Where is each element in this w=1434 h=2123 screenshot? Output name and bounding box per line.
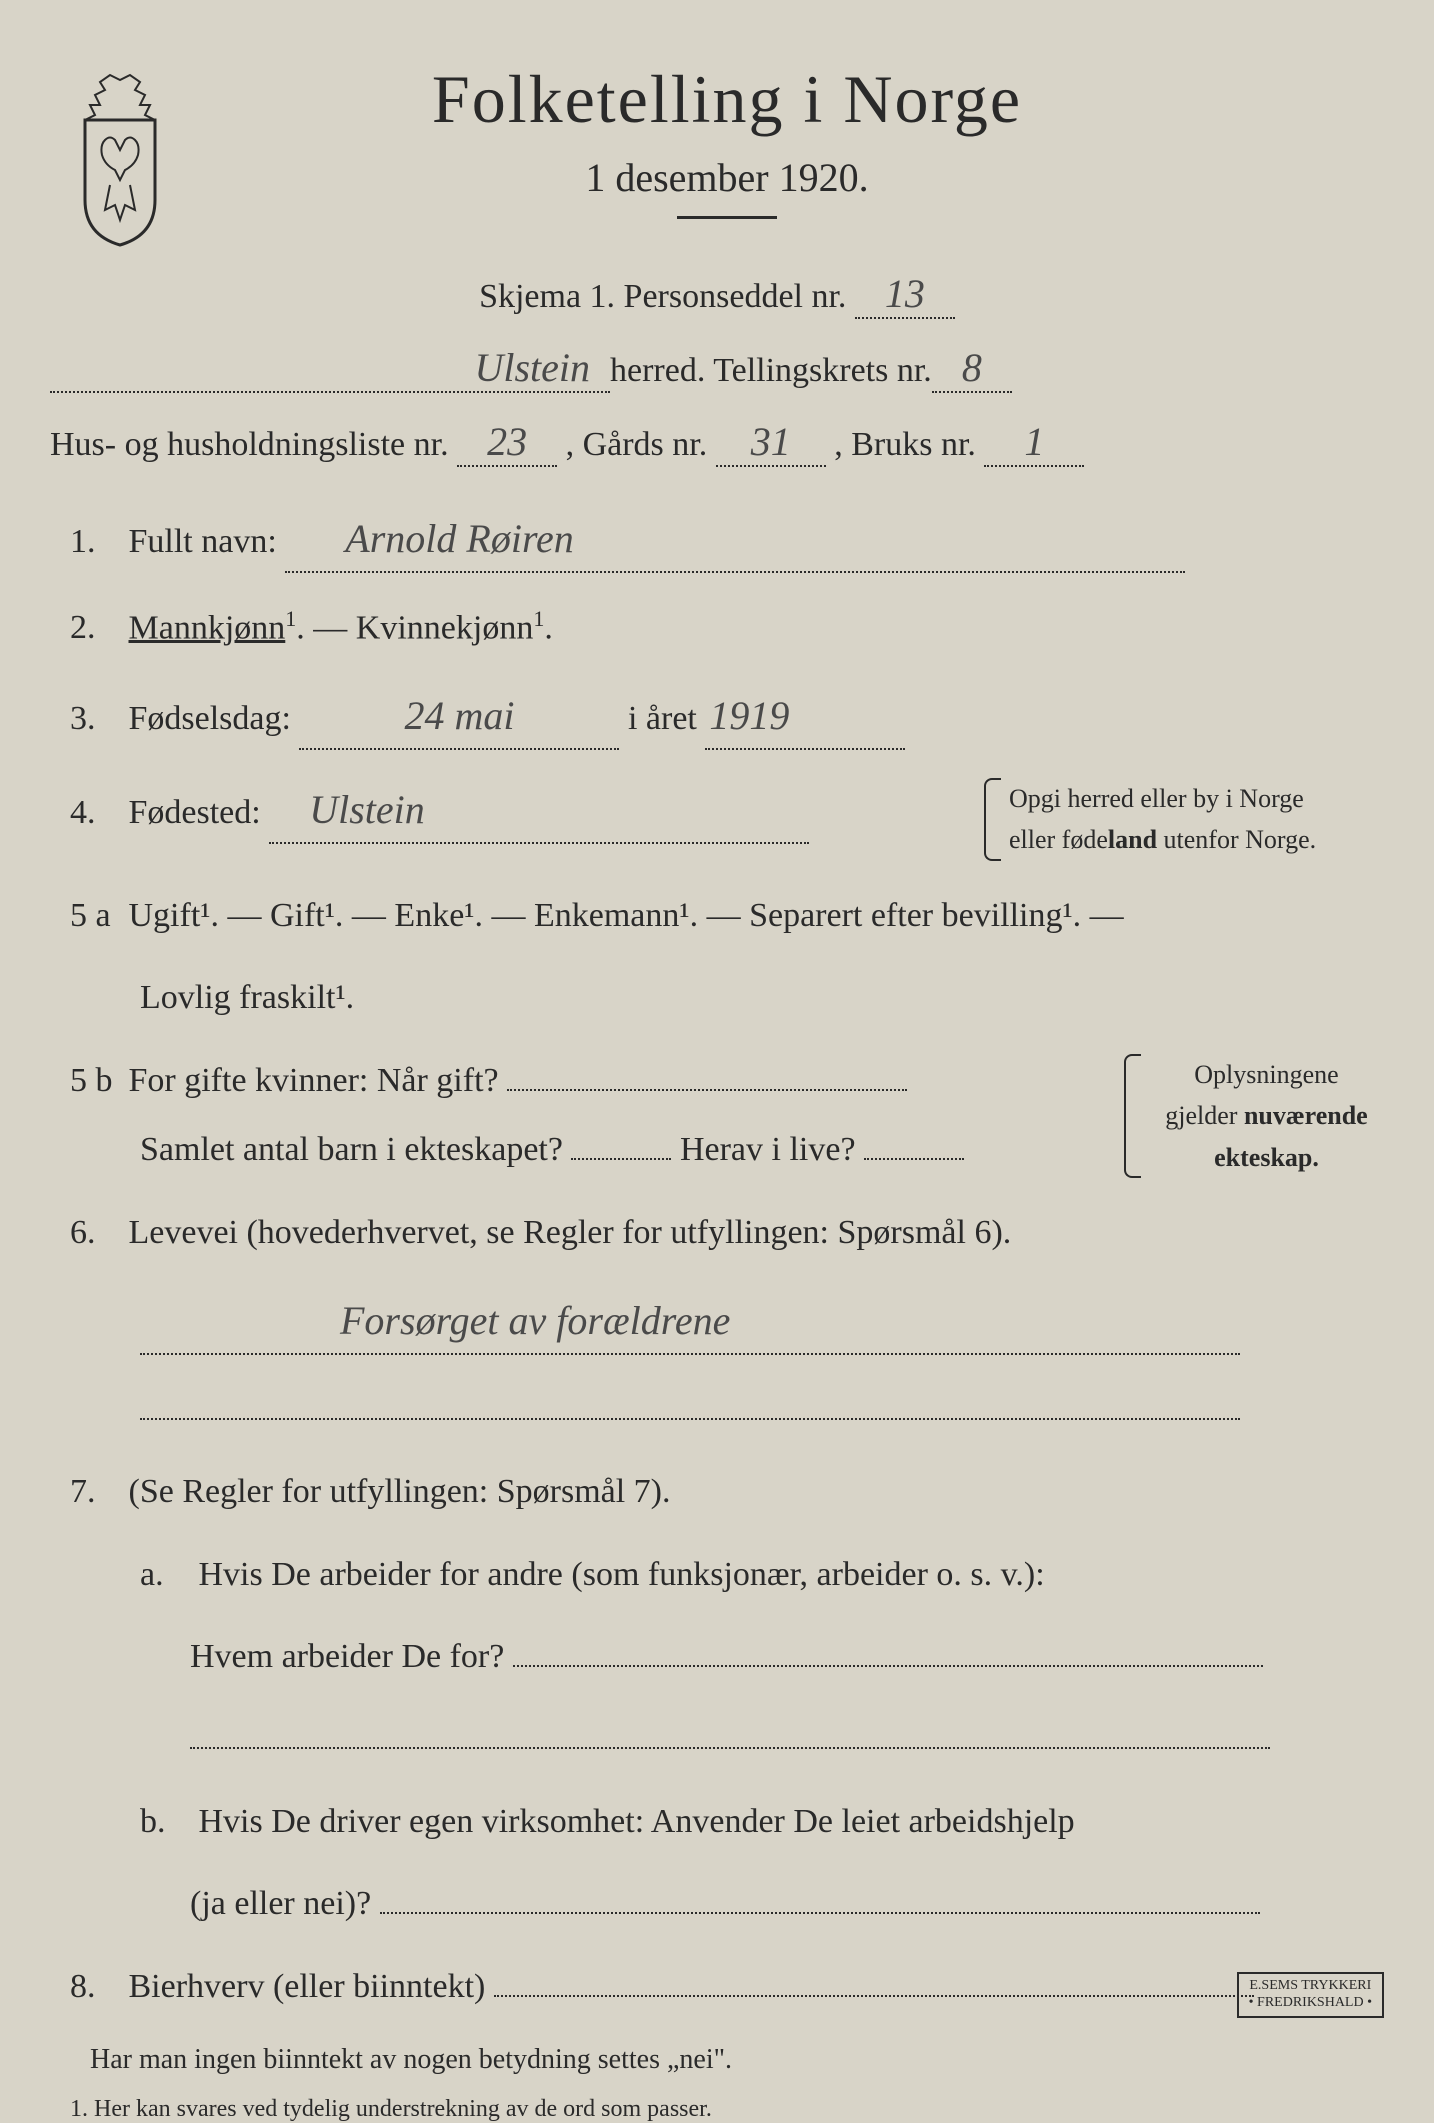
- q4-note2c: utenfor Norge.: [1157, 825, 1316, 854]
- krets-value: 8: [932, 344, 1012, 393]
- q7b-text2: (ja eller nei)?: [190, 1885, 371, 1922]
- q7-num: 7.: [50, 1465, 120, 1519]
- skjema-line: Skjema 1. Personseddel nr. 13: [50, 270, 1384, 319]
- title-underline: [677, 216, 777, 219]
- q4-note: Opgi herred eller by i Norge eller fødel…: [984, 778, 1384, 861]
- q5a-line: 5 a Ugift¹. — Gift¹. — Enke¹. — Enkemann…: [50, 889, 1384, 943]
- footer-tiny: 1. Her kan svares ved tydelig understrek…: [50, 2096, 1384, 2123]
- q3-year: 1919: [705, 684, 905, 750]
- q2-num: 2.: [50, 601, 120, 655]
- herred-name: Ulstein: [50, 344, 610, 393]
- q2-opt1: Mannkjønn: [129, 609, 286, 646]
- q3-label2: i året: [628, 700, 697, 737]
- q5b-note: Oplysningene gjelder nuværende ekteskap.: [1124, 1054, 1384, 1179]
- skjema-label: Skjema 1. Personseddel nr.: [479, 278, 846, 315]
- q5a-text: Ugift¹. — Gift¹. — Enke¹. — Enkemann¹. —…: [129, 897, 1124, 934]
- q6-label: Levevei (hovederhvervet, se Regler for u…: [129, 1214, 1012, 1251]
- q6-value-line: Forsørget av forældrene: [50, 1289, 1384, 1355]
- q4-note1: Opgi herred eller by i Norge: [1009, 778, 1384, 820]
- q2-line: 2. Mannkjønn1. — Kvinnekjønn1.: [50, 601, 1384, 656]
- q5b-note1: Oplysningene: [1149, 1054, 1384, 1096]
- hus-line: Hus- og husholdningsliste nr. 23 , Gårds…: [50, 418, 1384, 467]
- q8-num: 8.: [50, 1960, 120, 2014]
- q7a-text: Hvis De arbeider for andre (som funksjon…: [199, 1556, 1045, 1593]
- q1-value: Arnold Røiren: [285, 507, 1185, 573]
- q2-opt2: Kvinnekjønn: [356, 609, 534, 646]
- q7b-num: b.: [140, 1795, 190, 1849]
- personseddel-value: 13: [855, 270, 955, 319]
- q3-num: 3.: [50, 692, 120, 746]
- q7-label: (Se Regler for utfyllingen: Spørsmål 7).: [129, 1473, 671, 1510]
- q5b-blank3: [864, 1158, 964, 1160]
- hus-label3: , Bruks nr.: [834, 426, 976, 463]
- q5b-label3: Herav i live?: [680, 1131, 856, 1168]
- q5b-num: 5 b: [50, 1054, 120, 1108]
- q7b-line: b. Hvis De driver egen virksomhet: Anven…: [50, 1795, 1384, 1849]
- norwegian-crest-icon: [50, 70, 190, 250]
- title-block: Folketelling i Norge 1 desember 1920.: [210, 60, 1384, 249]
- q6-blank: [140, 1418, 1240, 1420]
- herred-line: Ulstein herred. Tellingskrets nr. 8: [50, 344, 1384, 393]
- main-title: Folketelling i Norge: [210, 60, 1244, 139]
- printer-stamp: E.SEMS TRYKKERI • FREDRIKSHALD •: [1237, 1972, 1384, 2018]
- header-section: Folketelling i Norge 1 desember 1920.: [50, 60, 1384, 250]
- stamp-line1: E.SEMS TRYKKERI: [1249, 1978, 1372, 1995]
- hus-val1: 23: [457, 418, 557, 467]
- q7a-blank: [513, 1665, 1263, 1667]
- q7-line: 7. (Se Regler for utfyllingen: Spørsmål …: [50, 1465, 1384, 1519]
- hus-val2: 31: [716, 418, 826, 467]
- q8-label: Bierhverv (eller biinntekt): [129, 1968, 486, 2005]
- q6-value: Forsørget av forældrene: [140, 1289, 1240, 1355]
- q4-label: Fødested:: [129, 794, 261, 831]
- q5b-blank1: [507, 1089, 907, 1091]
- q7a-line: a. Hvis De arbeider for andre (som funks…: [50, 1548, 1384, 1602]
- q7a-blank2: [190, 1747, 1270, 1749]
- q7b-line2: (ja eller nei)?: [50, 1877, 1384, 1931]
- q5b-label1: For gifte kvinner: Når gift?: [129, 1062, 499, 1099]
- q7b-text: Hvis De driver egen virksomhet: Anvender…: [199, 1803, 1075, 1840]
- hus-label1: Hus- og husholdningsliste nr.: [50, 426, 449, 463]
- q6-blank-line: [50, 1383, 1384, 1437]
- q6-num: 6.: [50, 1206, 120, 1260]
- q2-sep: . —: [296, 609, 347, 646]
- q1-num: 1.: [50, 515, 120, 569]
- q7a-line2: Hvem arbeider De for?: [50, 1630, 1384, 1684]
- q3-value: 24 mai: [299, 684, 619, 750]
- q4-value: Ulstein: [269, 778, 809, 844]
- hus-val3: 1: [984, 418, 1084, 467]
- q5b-label2: Samlet antal barn i ekteskapet?: [140, 1131, 563, 1168]
- q2-end: .: [544, 609, 553, 646]
- q1-line: 1. Fullt navn: Arnold Røiren: [50, 507, 1384, 573]
- hus-label2: , Gårds nr.: [566, 426, 708, 463]
- q5a-line2: Lovlig fraskilt¹.: [50, 971, 1384, 1025]
- q4-num: 4.: [50, 786, 120, 840]
- q1-label: Fullt navn:: [129, 523, 277, 560]
- q4-note2: eller føde: [1009, 825, 1108, 854]
- subtitle: 1 desember 1920.: [210, 154, 1244, 201]
- q6-line: 6. Levevei (hovederhvervet, se Regler fo…: [50, 1206, 1384, 1260]
- q3-line: 3. Fødselsdag: 24 mai i året 1919: [50, 684, 1384, 750]
- q5a-num: 5 a: [50, 889, 120, 943]
- q7a-num: a.: [140, 1548, 190, 1602]
- q5b-blank2: [571, 1158, 671, 1160]
- q3-label: Fødselsdag:: [129, 700, 291, 737]
- q7b-blank: [380, 1912, 1260, 1914]
- q8-line: 8. Bierhverv (eller biinntekt): [50, 1960, 1384, 2014]
- footer-note: Har man ingen biinntekt av nogen betydni…: [50, 2044, 1384, 2076]
- q8-blank: [494, 1995, 1254, 1997]
- q5b-note2: gjelder: [1165, 1101, 1244, 1130]
- q5b-line: 5 b For gifte kvinner: Når gift? Samlet …: [50, 1054, 1384, 1179]
- q7a-blank-line: [50, 1712, 1384, 1766]
- stamp-line2: • FREDRIKSHALD •: [1249, 1995, 1372, 2012]
- q7a-text2: Hvem arbeider De for?: [190, 1638, 504, 1675]
- herred-label: herred. Tellingskrets nr.: [610, 352, 932, 390]
- q4-note2b: land: [1108, 825, 1157, 854]
- q5a-text2: Lovlig fraskilt¹.: [140, 979, 354, 1016]
- q4-line: 4. Fødested: Ulstein Opgi herred eller b…: [50, 778, 1384, 861]
